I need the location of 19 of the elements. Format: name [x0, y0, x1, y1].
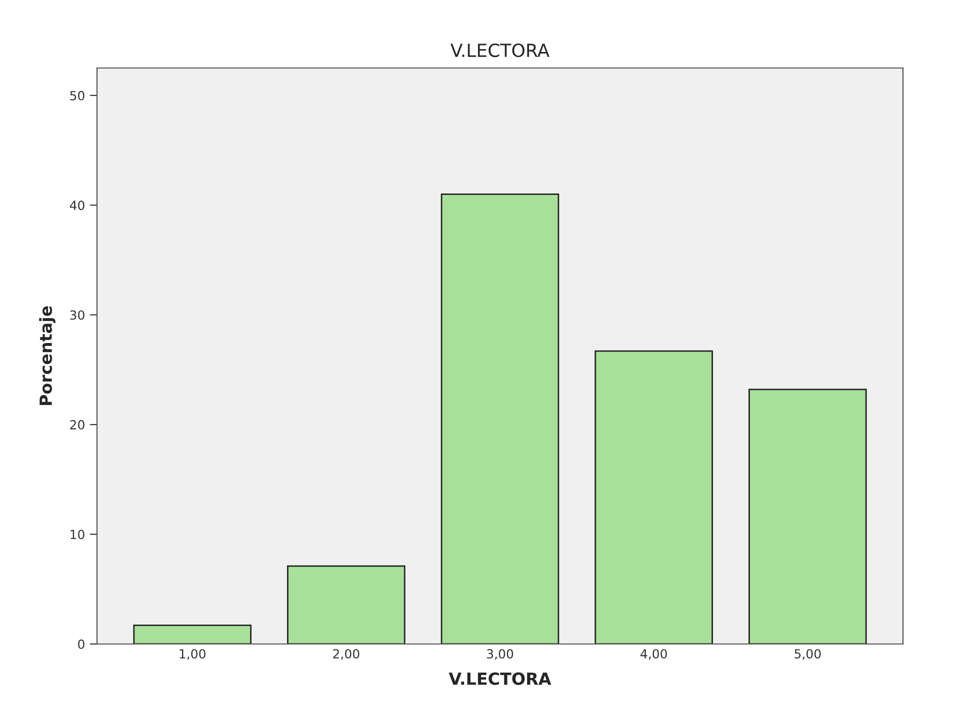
- y-tick-label: 40: [70, 200, 84, 210]
- y-tick-label: 10: [70, 530, 84, 540]
- y-axis-title: Porcentaje: [39, 306, 56, 406]
- bar: [287, 565, 406, 644]
- y-tick-label: 50: [70, 90, 84, 100]
- x-tick-label: 4,00: [640, 649, 667, 660]
- bar: [594, 350, 713, 644]
- chart-title: V.LECTORA: [450, 43, 550, 58]
- x-axis-title: V.LECTORA: [448, 672, 552, 685]
- bar: [133, 624, 252, 644]
- x-tick-label: 5,00: [794, 649, 821, 660]
- bar: [748, 388, 867, 644]
- x-tick-label: 1,00: [180, 649, 206, 660]
- y-tick-label: 20: [70, 420, 84, 430]
- bar: [440, 193, 560, 644]
- x-tick-label: 3,00: [487, 649, 514, 660]
- x-tick-label: 2,00: [333, 649, 360, 660]
- y-tick-label: 0: [78, 639, 84, 649]
- y-tick-label: 30: [70, 310, 84, 320]
